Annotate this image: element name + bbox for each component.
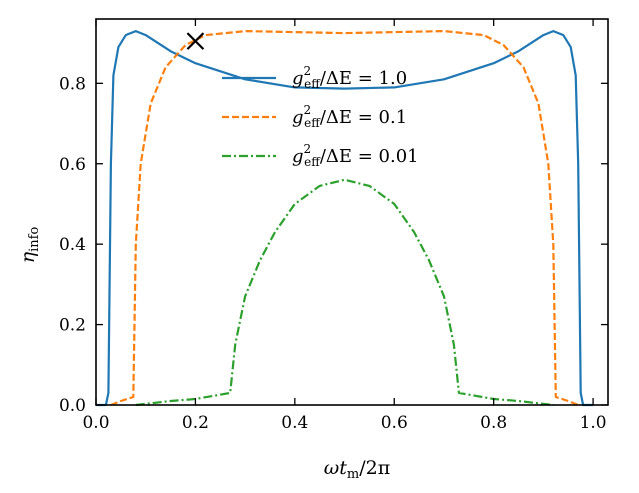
legend-label-2: g2 eff/ΔE = 0.1 — [292, 103, 407, 130]
series-line-3 — [135, 178, 554, 407]
x-tick-label: 0.8 — [480, 413, 507, 433]
svg-text:ηinfo: ηinfo — [17, 227, 42, 264]
x-axis-label: ωtm/2π — [324, 457, 390, 482]
series-line-2 — [110, 30, 579, 407]
legend-label-1: g2 eff/ΔE = 1.0 — [292, 64, 407, 91]
legend: g2 eff/ΔE = 1.0 g2 eff/ΔE = 0.1 g2 eff/ΔE = 0… — [222, 64, 419, 169]
y-tick-label: 0.4 — [59, 235, 86, 255]
y-axis-label: ηinfo — [17, 227, 42, 264]
axis-ticks: 0.0 0.2 0.4 0.6 0.8 1.0 0.0 0.2 0.4 0.6 0.8 — [59, 19, 608, 433]
axes-frame — [95, 18, 609, 406]
x-tick-label: 0.2 — [182, 413, 209, 433]
plot-area — [95, 18, 609, 407]
series-line-1 — [96, 30, 594, 407]
svg-text:ωtm/2π: ωtm/2π — [324, 457, 390, 482]
y-tick-label: 0.0 — [59, 396, 86, 416]
y-tick-label: 0.8 — [59, 74, 86, 94]
legend-label-3: g2 eff/ΔE = 0.01 — [292, 142, 419, 169]
y-tick-label: 0.6 — [59, 155, 86, 175]
x-tick-label: 1.0 — [580, 413, 607, 433]
x-tick-label: 0.0 — [82, 413, 109, 433]
x-tick-label: 0.6 — [381, 413, 408, 433]
x-tick-label: 0.4 — [281, 413, 308, 433]
x-marker — [186, 32, 205, 50]
y-tick-label: 0.2 — [59, 316, 86, 336]
x-marker-stroke — [186, 32, 205, 50]
